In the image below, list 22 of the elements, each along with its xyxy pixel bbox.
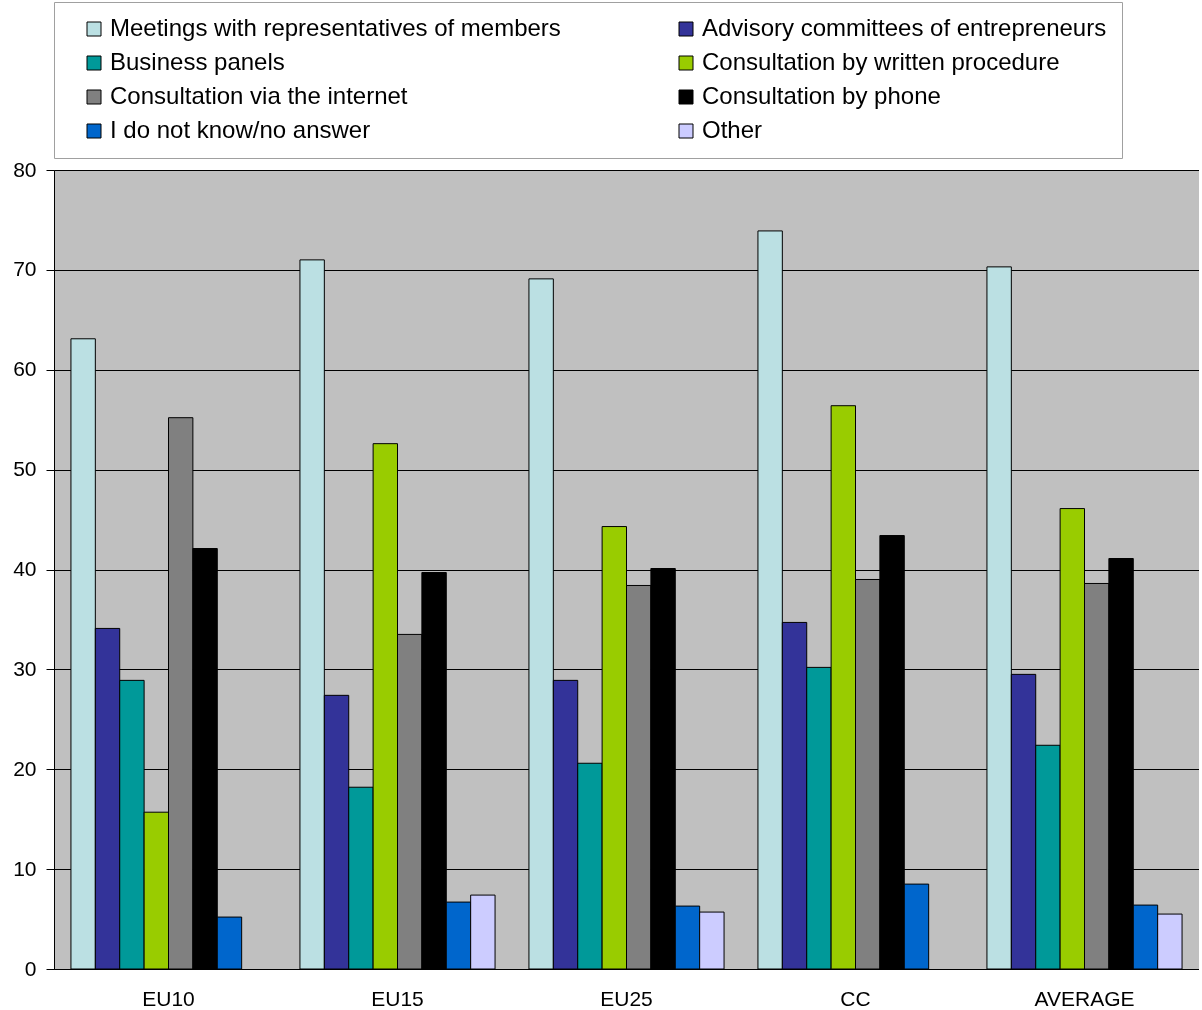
legend-label: Consultation via the internet — [110, 82, 408, 109]
x-tick-label: EU10 — [142, 986, 195, 1010]
legend-label: Business panels — [110, 48, 285, 75]
legend-label: Other — [702, 116, 763, 143]
x-tick-label: CC — [840, 986, 871, 1010]
y-tick-label: 0 — [24, 956, 37, 980]
legend-label: Consultation by phone — [702, 82, 941, 109]
x-tick-label: AVERAGE — [1034, 986, 1135, 1010]
y-tick-label: 60 — [13, 357, 37, 381]
y-tick-label: 70 — [13, 257, 37, 281]
y-tick-label: 80 — [13, 157, 37, 181]
y-tick-label: 40 — [13, 557, 37, 580]
y-tick-label: 20 — [13, 756, 37, 780]
x-tick-label: EU25 — [600, 986, 653, 1010]
legend-label: Advisory committees of entrepreneurs — [702, 14, 1107, 41]
x-tick-label: EU15 — [371, 986, 424, 1010]
y-tick-label: 10 — [13, 856, 37, 880]
legend-label: Consultation by written procedure — [702, 48, 1060, 75]
legend-label: I do not know/no answer — [110, 116, 371, 143]
legend-label: Meetings with representatives of members — [110, 14, 561, 41]
y-tick-label: 30 — [13, 656, 37, 680]
y-tick-label: 50 — [13, 457, 37, 481]
